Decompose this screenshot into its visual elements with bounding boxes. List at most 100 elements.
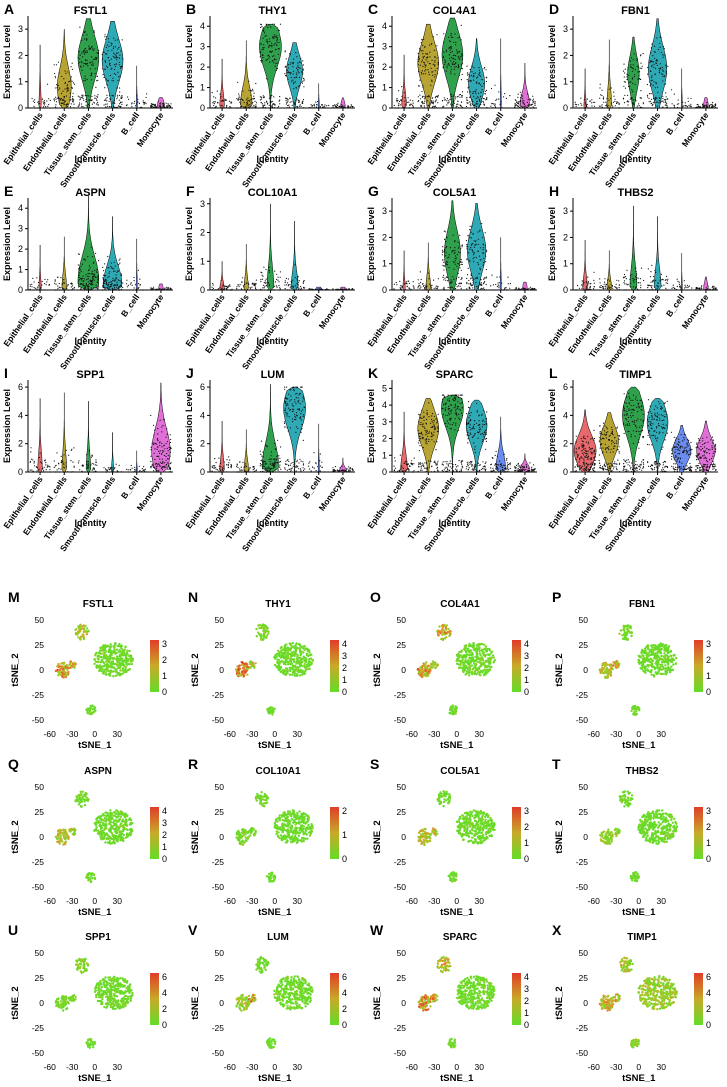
x-tick-label: B_cell [119,110,142,136]
cell-point [712,106,713,107]
cell-point [654,270,655,271]
cell-point [252,107,253,108]
cell-point [430,103,431,104]
cell-point [96,80,97,81]
cell-point [274,463,275,464]
cell-point [534,288,535,289]
cell-point [480,104,481,105]
cell-point [272,471,273,472]
cell-point [291,101,292,102]
cell-point [651,44,652,45]
cell-point [293,88,294,89]
cell-point [49,284,50,285]
cell-point [117,88,118,89]
cell-point [293,83,294,84]
cell-point [462,91,463,92]
cell-point [278,277,279,278]
cell-point [413,285,414,286]
y-tick-label: 0 [18,467,23,477]
cell-point [160,450,161,451]
cell-point [60,469,61,470]
cell-point [130,469,131,470]
violin-Smooth_muscle_cells [648,19,667,108]
panel-letter: K [368,365,378,381]
cell-point [83,80,84,81]
cell-point [321,289,322,290]
cell-point [264,289,265,290]
cell-point [62,461,63,462]
cell-point [241,289,242,290]
cell-point [37,471,38,472]
cell-point [640,282,641,283]
cell-point [328,471,329,472]
cell-point [614,99,615,100]
cell-point [260,454,261,455]
cell-point [95,462,96,463]
cell-point [453,269,454,270]
cell-point [653,85,654,86]
cell-point [630,283,631,284]
cell-point [271,46,272,47]
cell-point [533,99,534,100]
cell-point [34,465,35,466]
cell-point [665,92,666,93]
cell-point [119,286,120,287]
cell-point [118,287,119,288]
cell-point [413,103,414,104]
cell-point [476,244,477,245]
cell-point [470,284,471,285]
cell-point [264,105,265,106]
cell-point [286,284,287,285]
cell-point [287,107,288,108]
cell-point [714,106,715,107]
cell-point [145,469,146,470]
cell-point [408,97,409,98]
cell-point [593,102,594,103]
cell-point [589,287,590,288]
cell-point [420,98,421,99]
cell-point [85,274,86,275]
cell-point [276,42,277,43]
y-tick-label: 0 [200,285,205,295]
cell-point [405,283,406,284]
cell-point [424,101,425,102]
cell-point [63,471,64,472]
cell-point [483,262,484,263]
cell-point [81,52,82,53]
cell-point [119,263,120,264]
panel-title: THY1 [258,5,286,17]
cell-point [631,89,632,90]
cell-point [575,104,576,105]
cell-point [455,258,456,259]
cell-point [422,70,423,71]
cell-point [688,98,689,99]
cell-point [341,289,342,290]
cell-point [291,81,292,82]
cell-point [712,104,713,105]
cell-point [163,450,164,451]
cell-point [70,78,71,79]
cell-point [94,98,95,99]
cell-point [111,281,112,282]
cell-point [239,107,240,108]
cell-point [98,275,99,276]
cell-point [332,467,333,468]
cell-point [263,38,264,39]
cell-point [500,104,501,105]
cell-point [109,286,110,287]
cell-point [660,277,661,278]
cell-point [55,104,56,105]
cell-point [168,455,169,456]
cell-point [348,107,349,108]
cell-point [160,420,161,421]
cell-point [709,106,710,107]
cell-point [611,105,612,106]
cell-point [294,459,295,460]
cell-point [64,83,65,84]
cell-point [583,107,584,108]
cell-point [64,283,65,284]
cell-point [218,107,219,108]
cell-point [110,467,111,468]
cell-point [272,51,273,52]
cell-point [431,71,432,72]
